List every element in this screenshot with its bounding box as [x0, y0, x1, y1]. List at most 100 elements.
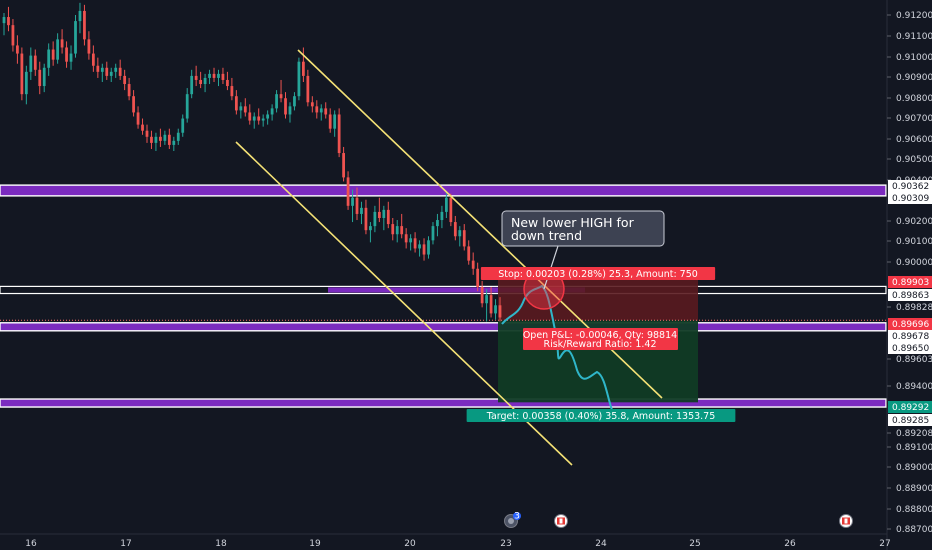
candle-body — [185, 94, 189, 119]
candle-body — [190, 75, 194, 95]
price-label: 0.89400 — [896, 382, 932, 392]
price-tag: 0.89863 — [892, 291, 929, 301]
candle-body — [150, 136, 153, 143]
candle-body — [440, 211, 444, 221]
price-label: 0.90500 — [896, 155, 932, 165]
price-tag-bg — [888, 342, 932, 354]
candle-body — [11, 25, 15, 46]
candlestick-series — [2, 2, 502, 322]
time-label: 23 — [500, 539, 511, 549]
price-label: 0.90000 — [896, 258, 932, 268]
candle-body — [38, 69, 42, 87]
candle-body — [436, 220, 439, 227]
candle-body — [154, 136, 158, 143]
candle-body — [7, 17, 10, 26]
stop-loss-zone[interactable] — [498, 278, 698, 321]
candle-body — [284, 98, 287, 115]
candle-body — [467, 246, 471, 261]
price-tag-bg — [888, 180, 932, 192]
candle-body — [364, 207, 368, 231]
candle-body — [279, 94, 283, 99]
price-label: 0.91000 — [896, 53, 932, 63]
callout-box[interactable] — [501, 210, 665, 247]
candle-body — [243, 106, 247, 113]
candle-body — [494, 305, 497, 314]
candle-body — [270, 108, 274, 115]
candle-body — [100, 67, 104, 72]
candle-body — [351, 197, 354, 206]
candle-body — [427, 240, 430, 255]
price-tag-bg — [888, 289, 932, 301]
candle-body — [422, 244, 426, 255]
candle-body — [315, 106, 319, 113]
price-axis[interactable]: 0.91200 0.91100 0.91000 0.90900 0.90800 0.907… — [886, 0, 932, 550]
candle-body — [355, 197, 359, 214]
candle-body — [293, 96, 296, 107]
candle-body — [275, 94, 278, 109]
candle-body — [310, 102, 314, 107]
candle-body — [360, 207, 363, 214]
price-label: 0.89828 — [896, 303, 932, 313]
candle-body — [297, 61, 301, 97]
candle-body — [239, 106, 243, 111]
candle-body — [382, 209, 386, 218]
candle-body — [24, 71, 28, 95]
flag-icon-center — [844, 518, 848, 524]
event-count-text: 3 — [514, 512, 520, 522]
candle-body — [404, 234, 408, 243]
candle-body — [172, 140, 176, 145]
candle-body — [199, 79, 202, 85]
candle-body — [51, 49, 55, 60]
candle-body — [167, 134, 171, 145]
price-label: 0.90900 — [896, 73, 932, 83]
candle-body — [480, 287, 484, 304]
candle-body — [302, 61, 305, 76]
candle-body — [16, 45, 19, 54]
price-label: 0.89603 — [896, 355, 932, 365]
candle-body — [123, 75, 127, 85]
time-label: 20 — [404, 539, 416, 549]
candle-body — [261, 118, 265, 121]
candle-body — [208, 73, 211, 78]
candle-body — [257, 116, 261, 121]
candle-body — [369, 226, 372, 231]
candle-body — [288, 106, 292, 115]
support-resistance-zone — [0, 285, 887, 295]
price-label: 0.91200 — [896, 11, 932, 21]
candle-body — [96, 65, 100, 72]
candle-body — [471, 260, 475, 269]
price-tag: 0.89292 — [892, 403, 929, 413]
candle-body — [373, 211, 377, 227]
candle-body — [194, 75, 198, 80]
time-axis[interactable]: 16 17 18 19 20 23 24 25 26 27 — [0, 533, 891, 549]
candle-body — [217, 73, 220, 78]
pnl-label-bg — [523, 328, 678, 350]
price-label: 0.89000 — [896, 463, 932, 473]
price-label: 0.90100 — [896, 237, 932, 247]
horizontal-zones — [0, 184, 887, 408]
price-tag-bg — [888, 192, 932, 204]
candle-body — [266, 114, 270, 119]
time-label: 18 — [215, 539, 227, 549]
candle-body — [498, 305, 502, 318]
candle-body — [203, 77, 207, 85]
event-markers[interactable]: 3 — [504, 512, 853, 528]
target-label-bg — [466, 409, 736, 422]
candle-body — [342, 153, 345, 178]
price-tag: 0.89903 — [892, 278, 929, 288]
price-tag: 0.89696 — [892, 320, 929, 330]
price-tag: 0.90309 — [892, 194, 929, 204]
candle-body — [386, 209, 390, 225]
candle-body — [328, 114, 332, 129]
support-resistance-zone — [0, 184, 887, 197]
candle-body — [230, 86, 234, 97]
risk-reward-label: Risk/Reward Ratio: 1.42 — [543, 339, 656, 350]
candle-body — [60, 39, 64, 48]
candle-body — [145, 130, 149, 137]
candle-body — [248, 112, 252, 121]
candle-body — [20, 53, 24, 95]
price-tag: 0.89650 — [892, 344, 929, 354]
candle-body — [136, 112, 140, 125]
candle-body — [431, 226, 435, 241]
